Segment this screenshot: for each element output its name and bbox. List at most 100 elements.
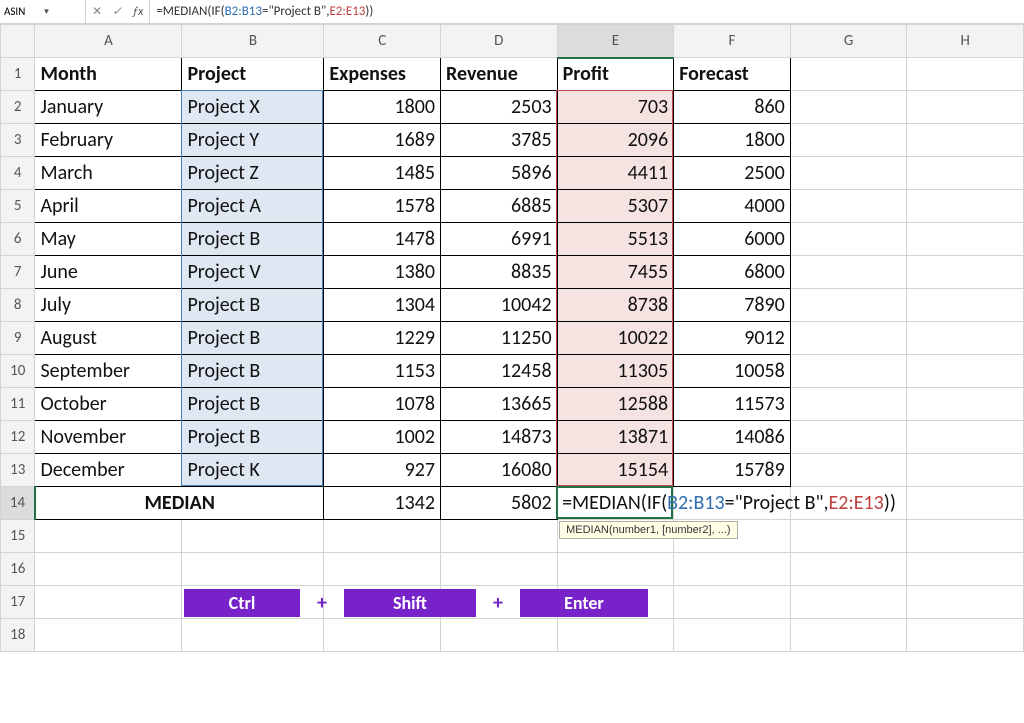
cell-H6[interactable] [907, 223, 1024, 256]
cell-E1[interactable]: Profit [557, 58, 674, 91]
cell-D10[interactable]: 12458 [441, 355, 558, 388]
cell-G6[interactable] [790, 223, 907, 256]
cell-H3[interactable] [907, 124, 1024, 157]
cell-B2[interactable]: Project X [182, 91, 324, 124]
cell-E14[interactable] [557, 487, 674, 520]
cell-E3[interactable]: 2096 [557, 124, 674, 157]
cell-D3[interactable]: 3785 [441, 124, 558, 157]
cell-C10[interactable]: 1153 [324, 355, 441, 388]
row-head-12[interactable]: 12 [1, 421, 35, 454]
cell-F11[interactable]: 11573 [674, 388, 791, 421]
cell-E9[interactable]: 10022 [557, 322, 674, 355]
cell-F4[interactable]: 2500 [674, 157, 791, 190]
cell-A15[interactable] [35, 520, 182, 553]
cell-G2[interactable] [790, 91, 907, 124]
col-head-C[interactable]: C [324, 25, 441, 58]
cell-B12[interactable]: Project B [182, 421, 324, 454]
cell-G11[interactable] [790, 388, 907, 421]
col-head-A[interactable]: A [35, 25, 182, 58]
row-head-5[interactable]: 5 [1, 190, 35, 223]
col-head-F[interactable]: F [674, 25, 791, 58]
cell-F2[interactable]: 860 [674, 91, 791, 124]
cell-B13[interactable]: Project K [182, 454, 324, 487]
cell-D1[interactable]: Revenue [441, 58, 558, 91]
cell-H16[interactable] [907, 553, 1024, 586]
cell-D14[interactable]: 5802 [441, 487, 558, 520]
cell-C8[interactable]: 1304 [324, 289, 441, 322]
cell-B10[interactable]: Project B [182, 355, 324, 388]
cell-G8[interactable] [790, 289, 907, 322]
cell-C4[interactable]: 1485 [324, 157, 441, 190]
enter-icon[interactable]: ✓ [112, 4, 122, 19]
cell-B16[interactable] [182, 553, 324, 586]
row-head-15[interactable]: 15 [1, 520, 35, 553]
cell-F18[interactable] [674, 619, 791, 652]
col-head-G[interactable]: G [790, 25, 907, 58]
cell-F7[interactable]: 6800 [674, 256, 791, 289]
row-head-14[interactable]: 14 [1, 487, 35, 520]
cell-A1[interactable]: Month [35, 58, 182, 91]
row-head-18[interactable]: 18 [1, 619, 35, 652]
cell-F13[interactable]: 15789 [674, 454, 791, 487]
cell-G18[interactable] [790, 619, 907, 652]
row-head-4[interactable]: 4 [1, 157, 35, 190]
row-head-13[interactable]: 13 [1, 454, 35, 487]
cell-G5[interactable] [790, 190, 907, 223]
cell-B4[interactable]: Project Z [182, 157, 324, 190]
cell-D6[interactable]: 6991 [441, 223, 558, 256]
cell-G13[interactable] [790, 454, 907, 487]
cancel-icon[interactable]: ✕ [92, 4, 102, 19]
cell-E13[interactable]: 15154 [557, 454, 674, 487]
cell-C3[interactable]: 1689 [324, 124, 441, 157]
cell-H17[interactable] [907, 586, 1024, 619]
cell-E18[interactable] [557, 619, 674, 652]
cell-H15[interactable] [907, 520, 1024, 553]
row-head-2[interactable]: 2 [1, 91, 35, 124]
col-head-D[interactable]: D [441, 25, 558, 58]
cell-C6[interactable]: 1478 [324, 223, 441, 256]
cell-F10[interactable]: 10058 [674, 355, 791, 388]
formula-input[interactable]: =MEDIAN(IF(B2:B13="Project B",E2:E13)) [150, 0, 1024, 23]
cell-E12[interactable]: 13871 [557, 421, 674, 454]
row-head-8[interactable]: 8 [1, 289, 35, 322]
cell-E8[interactable]: 8738 [557, 289, 674, 322]
cell-H2[interactable] [907, 91, 1024, 124]
cell-F8[interactable]: 7890 [674, 289, 791, 322]
cell-A3[interactable]: February [35, 124, 182, 157]
cell-H7[interactable] [907, 256, 1024, 289]
cell-F9[interactable]: 9012 [674, 322, 791, 355]
cell-H10[interactable] [907, 355, 1024, 388]
cell-E10[interactable]: 11305 [557, 355, 674, 388]
fx-icon[interactable]: ƒx [132, 5, 143, 19]
cell-C1[interactable]: Expenses [324, 58, 441, 91]
cell-A2[interactable]: January [35, 91, 182, 124]
cell-C5[interactable]: 1578 [324, 190, 441, 223]
cell-H12[interactable] [907, 421, 1024, 454]
cell-B7[interactable]: Project V [182, 256, 324, 289]
spreadsheet-grid[interactable]: ABCDEFGH1MonthProjectExpensesRevenueProf… [0, 24, 1024, 652]
cell-H8[interactable] [907, 289, 1024, 322]
cell-G7[interactable] [790, 256, 907, 289]
cell-F3[interactable]: 1800 [674, 124, 791, 157]
cell-E2[interactable]: 703 [557, 91, 674, 124]
cell-G10[interactable] [790, 355, 907, 388]
cell-D7[interactable]: 8835 [441, 256, 558, 289]
cell-D5[interactable]: 6885 [441, 190, 558, 223]
cell-B5[interactable]: Project A [182, 190, 324, 223]
row-head-9[interactable]: 9 [1, 322, 35, 355]
row-head-3[interactable]: 3 [1, 124, 35, 157]
cell-F17[interactable] [674, 586, 791, 619]
cell-G14[interactable] [790, 487, 907, 520]
cell-F12[interactable]: 14086 [674, 421, 791, 454]
cell-C14[interactable]: 1342 [324, 487, 441, 520]
select-all-corner[interactable] [1, 25, 35, 58]
cell-F6[interactable]: 6000 [674, 223, 791, 256]
cell-D9[interactable]: 11250 [441, 322, 558, 355]
cell-A7[interactable]: June [35, 256, 182, 289]
cell-A4[interactable]: March [35, 157, 182, 190]
cell-C18[interactable] [324, 619, 441, 652]
cell-C2[interactable]: 1800 [324, 91, 441, 124]
cell-F16[interactable] [674, 553, 791, 586]
cell-A17[interactable] [35, 586, 182, 619]
cell-D4[interactable]: 5896 [441, 157, 558, 190]
